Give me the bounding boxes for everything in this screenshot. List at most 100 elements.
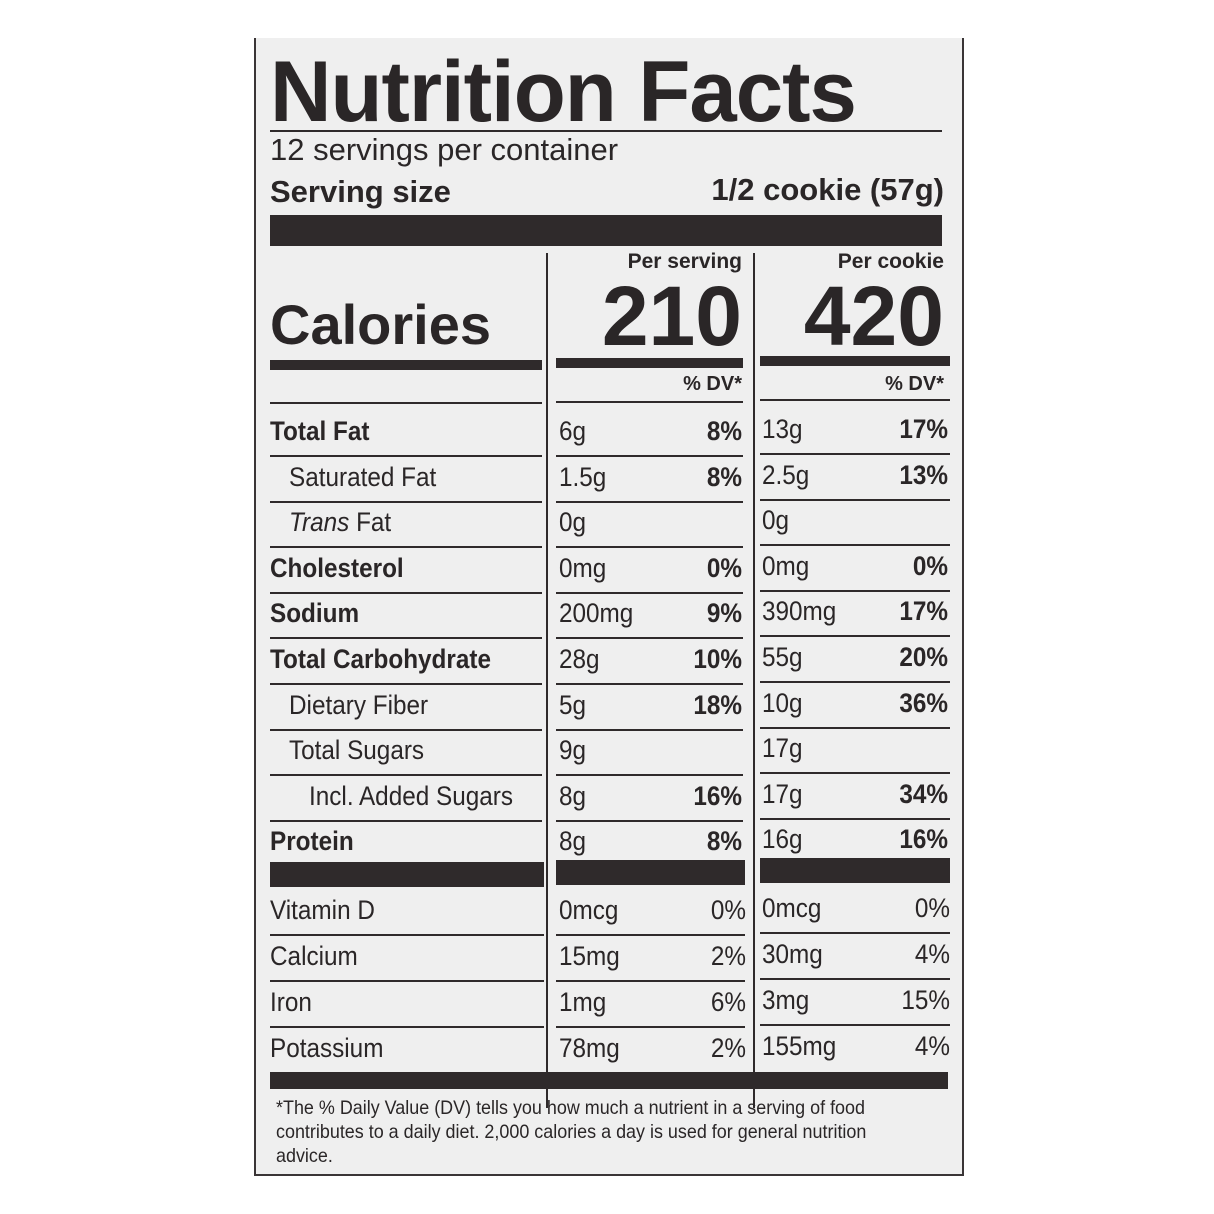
vitamin-name: Calcium [270,941,358,971]
serving-dv: 18% [693,689,742,720]
cookie-amount: 13g [762,414,803,444]
serving-amount: 1.5g [559,461,607,492]
nutrient-name: Cholesterol [270,552,404,583]
row-divider [270,500,542,503]
row-divider [556,455,743,457]
serving-dv: 2% [710,1033,746,1063]
cookie-amount: 0g [762,505,790,536]
cookie-amount: 3mg [762,985,810,1015]
cookie-amount: 16g [762,824,803,855]
serving-dv: 8% [706,416,742,446]
dv-header-cookie: % DV* [885,373,944,395]
row-divider [760,544,950,547]
thick-divider [556,860,745,885]
serving-amount: 0mg [559,552,607,583]
cookie-dv: 16% [899,824,948,855]
cookie-dv: 15% [901,985,950,1015]
divider [556,401,743,403]
trans-prefix: Trans [289,507,350,538]
footnote: *The % Daily Value (DV) tells you how mu… [276,1097,867,1167]
serving-dv: 9% [706,598,742,629]
column-divider [546,253,548,1108]
row-divider [270,546,542,549]
serving-amount: 15mg [559,941,620,971]
cookie-dv: 20% [899,642,948,672]
nutrient-name: Trans Fat [289,507,392,538]
row-divider [270,980,544,982]
serving-dv: 8% [706,461,742,492]
serving-amount: 28g [559,644,600,674]
row-divider [270,819,542,822]
divider [270,402,542,404]
serving-dv: 6% [710,987,746,1017]
nutrient-name: Protein [270,826,354,857]
serving-dv: 0% [710,895,746,925]
cookie-dv: 4% [914,1031,950,1061]
cookie-amount: 17g [762,733,803,764]
cookie-dv: 17% [899,596,948,627]
cookie-amount: 2.5g [762,459,810,490]
cookie-dv: 13% [899,459,948,490]
row-divider [556,683,743,685]
row-divider [760,589,950,592]
cookie-amount: 155mg [762,1031,837,1061]
nutrient-name: Sodium [270,598,360,629]
row-divider [760,1024,950,1026]
thick-divider [760,858,950,883]
nutrient-name: Total Sugars [289,735,425,766]
serving-dv: 16% [693,780,742,811]
cookie-amount: 0mg [762,550,810,581]
row-divider [556,774,743,777]
serving-dv: 8% [706,826,742,857]
row-divider [556,1026,745,1028]
row-divider [270,774,542,777]
cookie-dv: 0% [912,550,948,581]
row-divider [556,728,743,731]
row-divider [760,453,950,455]
serving-amount: 8g [559,826,587,857]
row-divider [270,455,542,457]
vitamin-name: Potassium [270,1033,384,1063]
label-title: Nutrition Facts [270,44,857,140]
thick-divider [270,215,942,246]
serving-size-value: 1/2 cookie (57g) [711,172,944,207]
row-divider [270,728,542,731]
row-divider [556,934,745,936]
cookie-dv: 17% [899,414,948,444]
cookie-amount: 55g [762,642,803,672]
thick-divider [270,1072,948,1089]
cookie-dv: 4% [914,939,950,969]
serving-amount: 6g [559,416,587,446]
cookie-amount: 10g [762,687,803,718]
row-divider [556,819,743,822]
row-divider [760,932,950,934]
row-divider [556,637,743,640]
column-divider [753,253,755,1108]
divider [270,130,942,132]
calories-label: Calories [270,293,491,356]
serving-amount: 9g [559,735,587,766]
serving-dv: 2% [710,941,746,971]
serving-amount: 8g [559,780,587,811]
row-divider [270,683,542,685]
nutrient-name: Incl. Added Sugars [309,780,513,811]
serving-amount: 0mcg [559,895,619,925]
vitamin-name: Vitamin D [270,895,375,925]
serving-amount: 5g [559,689,587,720]
serving-size-label: Serving size [270,174,451,209]
cookie-amount: 0mcg [762,893,822,923]
cookie-dv: 0% [914,893,950,923]
nutrient-name: Total Fat [270,416,370,446]
thick-divider [270,360,542,370]
row-divider [270,1026,544,1028]
nutrient-name: Saturated Fat [289,461,437,492]
serving-amount: 78mg [559,1033,620,1063]
thick-divider [270,862,544,887]
nutrition-facts-label: Nutrition Facts 12 servings per containe… [254,38,964,1176]
cookie-dv: 34% [899,778,948,809]
serving-dv: 10% [693,644,742,674]
nutrient-name: Total Carbohydrate [270,644,491,674]
row-divider [556,546,743,549]
thick-divider [760,356,950,366]
row-divider [760,772,950,775]
